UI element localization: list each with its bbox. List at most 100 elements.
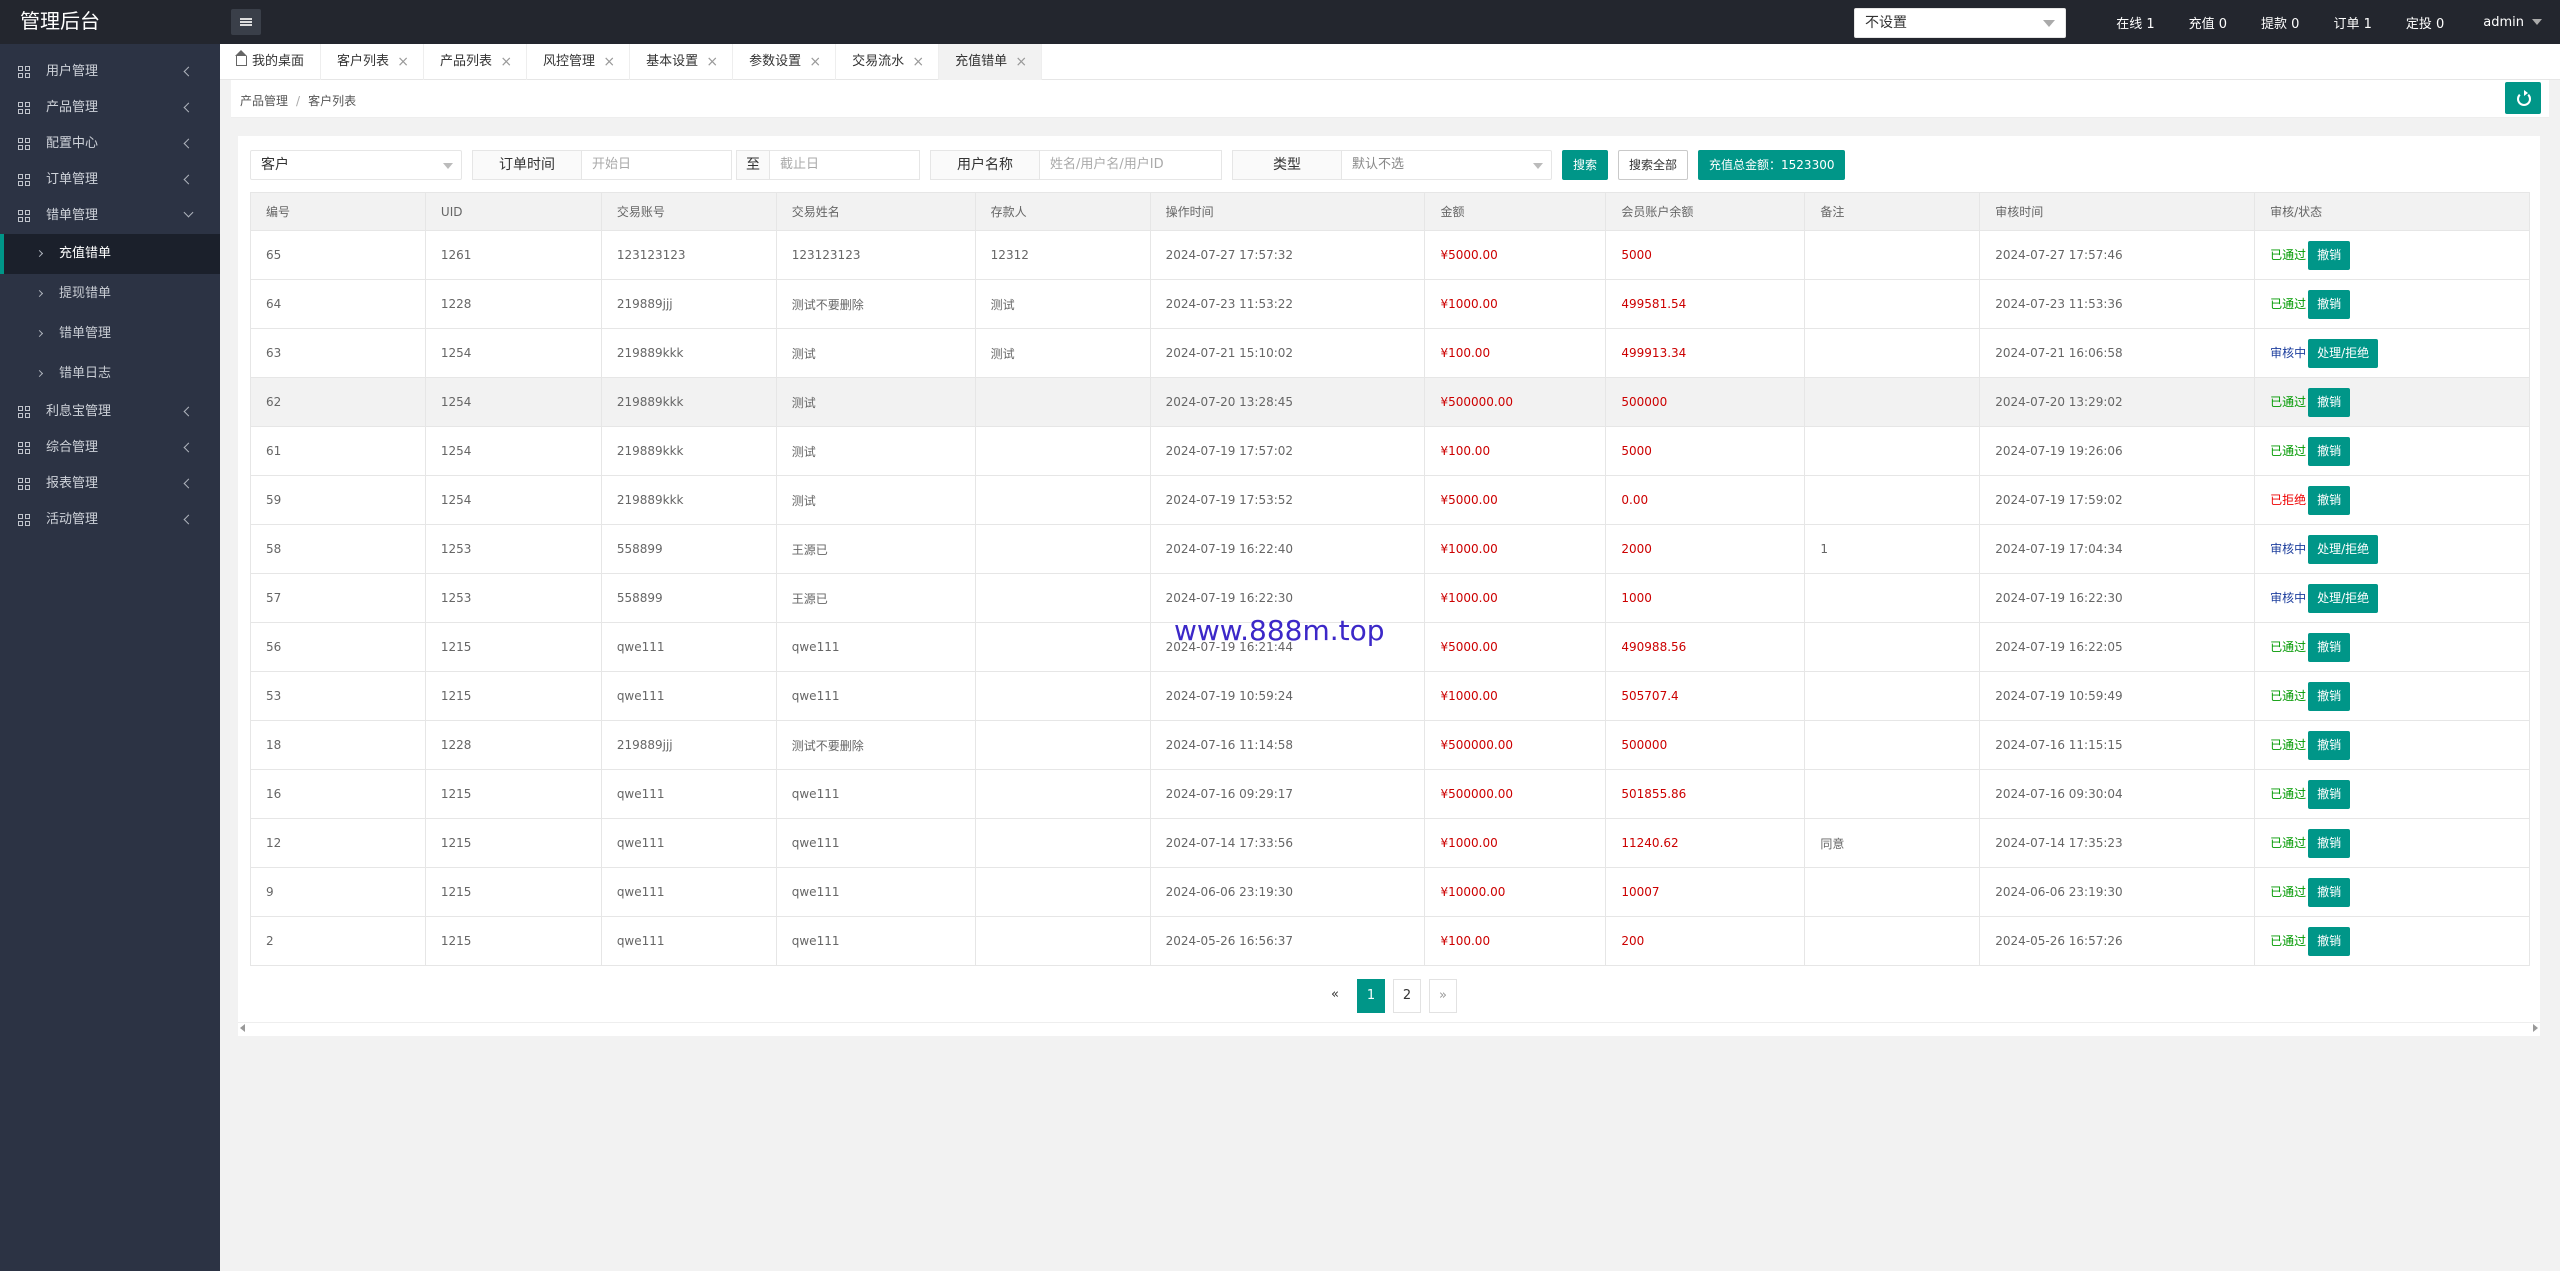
close-icon[interactable]: × [500,54,513,70]
tab-product-list[interactable]: 产品列表 × [424,44,528,80]
sidebar-item-interest[interactable]: 利息宝管理 [0,394,220,430]
col-audit-time: 审核时间 [1979,192,2256,231]
chevron-left-icon [183,138,194,149]
cell-account: qwe111 [600,622,777,672]
cell-account: 123123123 [600,230,777,280]
revoke-button[interactable]: 撤销 [2308,485,2351,515]
close-icon[interactable]: × [603,54,616,70]
refresh-button[interactable] [2505,82,2541,114]
cell-status: 已通过 撤销 [2254,671,2530,721]
sidebar-item-error-orders[interactable]: 错单管理 [0,198,220,234]
cell-balance: 505707.4 [1605,671,1806,721]
search-all-button[interactable]: 搜索全部 [1618,150,1689,180]
close-icon[interactable]: × [809,54,822,70]
chevron-left-icon [183,174,194,185]
page-2-button[interactable]: 2 [1393,979,1421,1013]
user-menu[interactable]: admin [2483,14,2524,30]
cell-status: 已通过 撤销 [2254,279,2530,329]
tab-customer-list[interactable]: 客户列表 × [321,44,425,80]
stat-fixed-invest[interactable]: 定投 0 [2405,16,2445,32]
search-button[interactable]: 搜索 [1562,150,1609,180]
sidebar-subitem-error-log[interactable]: 错单日志 [0,354,220,394]
tab-param-settings[interactable]: 参数设置 × [733,44,837,80]
scroll-right-icon[interactable] [2533,1024,2538,1032]
cell-uid: 1254 [424,377,602,427]
breadcrumb-first[interactable]: 产品管理 [240,94,289,108]
sidebar-item-config[interactable]: 配置中心 [0,126,220,162]
process-reject-button[interactable]: 处理/拒绝 [2308,534,2379,564]
sidebar-item-products[interactable]: 产品管理 [0,90,220,126]
username-label: 用户名称 [930,150,1040,180]
menu-toggle-button[interactable] [231,9,261,35]
horizontal-scrollbar[interactable] [238,1022,2540,1036]
tab-transactions[interactable]: 交易流水 × [836,44,940,80]
stat-online[interactable]: 在线 1 [2116,16,2155,32]
chevron-left-icon [183,406,194,417]
status-text: 已通过 [2270,933,2307,948]
close-icon[interactable]: × [1015,54,1028,70]
revoke-button[interactable]: 撤销 [2308,926,2351,956]
table-row: 58 1253 558899 王源已 2024-07-19 16:22:40 ¥1000.… [250,524,2530,574]
hamburger-icon [240,18,252,26]
process-reject-button[interactable]: 处理/拒绝 [2308,583,2379,613]
close-icon[interactable]: × [706,54,719,70]
close-icon[interactable]: × [912,54,925,70]
page-1-button[interactable]: 1 [1357,979,1385,1013]
revoke-button[interactable]: 撤销 [2308,779,2351,809]
cell-depositor [974,426,1151,476]
cell-audit-time: 2024-07-14 17:35:23 [1979,818,2256,868]
sidebar-subitem-error-manage[interactable]: 错单管理 [0,314,220,354]
stat-recharge[interactable]: 充值 0 [2188,16,2228,32]
cell-status: 已通过 撤销 [2254,720,2530,770]
type-select[interactable]: 客户 [250,150,462,180]
revoke-button[interactable]: 撤销 [2308,387,2351,417]
close-icon[interactable]: × [397,54,410,70]
tab-basic-settings[interactable]: 基本设置 × [630,44,734,80]
stat-order[interactable]: 订单 1 [2333,16,2372,32]
main-card: 客户 订单时间 开始日 至 截止日 用户名称 姓名/用户名/用户ID 类型 默认… [238,136,2540,1036]
table-row: 62 1254 219889kkk 测试 2024-07-20 13:28:45 ¥500… [250,377,2530,427]
order-time-label: 订单时间 [472,150,582,180]
sidebar-item-activities[interactable]: 活动管理 [0,502,220,538]
revoke-button[interactable]: 撤销 [2308,289,2351,319]
grid-icon [18,102,31,115]
sidebar-subitem-withdraw-errors[interactable]: 提现错单 [0,274,220,314]
cell-amount: ¥5000.00 [1424,622,1607,672]
tab-recharge-errors[interactable]: 充值错单 × [939,44,1043,80]
header-select[interactable]: 不设置 [1854,8,2066,38]
sidebar-item-general[interactable]: 综合管理 [0,430,220,466]
cell-name: 王源已 [775,573,976,623]
next-page-button[interactable]: » [1429,979,1457,1013]
start-date-input[interactable]: 开始日 [582,150,732,180]
revoke-button[interactable]: 撤销 [2308,828,2351,858]
tab-home[interactable]: 我的桌面 [220,44,322,80]
revoke-button[interactable]: 撤销 [2308,681,2351,711]
cell-note [1804,720,1981,770]
sidebar-item-reports[interactable]: 报表管理 [0,466,220,502]
revoke-button[interactable]: 撤销 [2308,877,2351,907]
prev-page-button[interactable]: « [1331,987,1339,1002]
revoke-button[interactable]: 撤销 [2308,632,2351,662]
total-amount-button[interactable]: 充值总金额：1523300 [1698,150,1846,180]
sidebar-item-orders[interactable]: 订单管理 [0,162,220,198]
scroll-left-icon[interactable] [240,1024,245,1032]
kind-select[interactable]: 默认不选 [1342,150,1552,180]
stat-withdraw[interactable]: 提款 0 [2261,16,2300,32]
username-input[interactable]: 姓名/用户名/用户ID [1040,150,1222,180]
cell-id: 16 [250,769,426,819]
revoke-button[interactable]: 撤销 [2308,730,2351,760]
cell-audit-time: 2024-07-19 17:59:02 [1979,475,2256,525]
cell-depositor: 测试 [974,328,1151,378]
sidebar-subitem-recharge-errors[interactable]: 充值错单 [0,234,220,274]
process-reject-button[interactable]: 处理/拒绝 [2308,338,2379,368]
end-date-input[interactable]: 截止日 [770,150,920,180]
sidebar-item-users[interactable]: 用户管理 [0,54,220,90]
cell-uid: 1215 [424,622,602,672]
cell-id: 65 [250,230,426,280]
revoke-button[interactable]: 撤销 [2308,240,2351,270]
cell-status: 已通过 撤销 [2254,622,2530,672]
cell-status: 已通过 撤销 [2254,916,2530,966]
revoke-button[interactable]: 撤销 [2308,436,2351,466]
col-name: 交易姓名 [775,192,976,231]
tab-risk-control[interactable]: 风控管理 × [527,44,631,80]
